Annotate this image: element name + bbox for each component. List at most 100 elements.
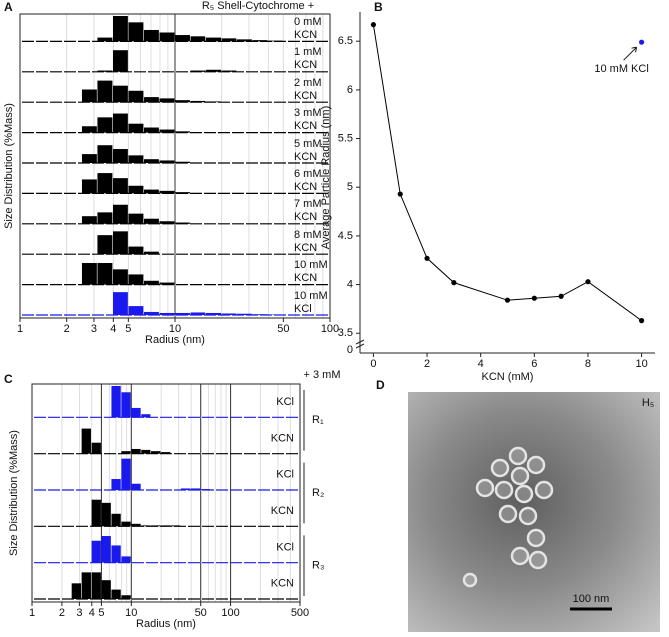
bar [236, 39, 252, 42]
bar [71, 583, 82, 599]
bar [252, 40, 268, 42]
bar [81, 263, 97, 285]
legend-label: KCN [271, 578, 294, 590]
bar [81, 154, 97, 163]
bar [121, 521, 131, 527]
bar [144, 159, 159, 163]
legend-label: KCN [271, 505, 294, 517]
point [397, 191, 403, 197]
point [451, 280, 457, 286]
y-tick-label: 0 [347, 344, 353, 356]
bar [128, 274, 144, 285]
bar [159, 312, 175, 315]
legend-label: 6 mM KCN [294, 168, 322, 193]
bar [159, 129, 175, 133]
legend-label: 10 mM KCN [294, 259, 328, 285]
bar [175, 192, 190, 194]
x-tick-label: 1 [29, 607, 35, 619]
legend-label: 7 mM KCN [294, 198, 322, 224]
point [504, 297, 511, 303]
x-tick-label: 2 [424, 358, 430, 370]
bar [97, 173, 113, 194]
bar [112, 269, 128, 285]
legend-label: KCN [271, 432, 294, 444]
bar [159, 98, 175, 103]
bar [190, 488, 201, 490]
bar [97, 212, 113, 224]
point [424, 255, 430, 261]
bar [159, 32, 175, 42]
group-label: R₁ [312, 414, 324, 426]
micrograph [408, 392, 660, 632]
bar [121, 556, 131, 563]
legend-label: 2 mM KCN [294, 76, 322, 102]
x-axis-label: Radius (nm) [136, 618, 196, 630]
bar [144, 280, 159, 285]
x-axis-label: Radius (nm) [145, 334, 205, 346]
x-tick-label: 2 [64, 323, 70, 335]
bar [81, 216, 97, 224]
bar [97, 70, 113, 72]
bar [128, 246, 144, 255]
bar [175, 222, 190, 224]
panel-label: B [374, 0, 383, 14]
y-tick-label: 4.5 [338, 230, 353, 242]
annotation-arrow [623, 46, 638, 61]
scale-bar-label: 100 nm [573, 593, 610, 605]
y-tick-label: 5 [347, 181, 353, 193]
bar [81, 89, 97, 103]
bar [141, 414, 151, 418]
bar [128, 185, 144, 194]
y-tick-label: 5.5 [338, 132, 353, 144]
legend-label: KCl [276, 469, 294, 481]
bar [128, 306, 144, 315]
bar [190, 70, 206, 72]
bar [81, 126, 97, 133]
bar [101, 502, 111, 527]
bar [141, 525, 151, 527]
bar [141, 449, 151, 454]
bar [81, 428, 91, 454]
bar [112, 113, 128, 133]
bar [175, 100, 190, 103]
legend-label: 8 mM KCN [294, 228, 322, 254]
bar [112, 16, 128, 42]
bar [91, 442, 101, 454]
bar [112, 204, 128, 224]
y-tick-label: 4 [347, 278, 353, 290]
x-tick-label: 4 [89, 607, 95, 619]
bar [236, 313, 252, 315]
bar [121, 451, 131, 454]
bar [97, 80, 113, 103]
bar [128, 213, 144, 224]
bar [144, 251, 159, 255]
bar [159, 190, 175, 194]
x-tick-label: 50 [195, 607, 207, 619]
panel-label: A [4, 0, 13, 14]
bar [97, 145, 113, 163]
bar [97, 263, 113, 285]
x-tick-label: 10 [169, 323, 181, 335]
bar [97, 37, 113, 42]
bar [121, 458, 131, 490]
bar [121, 595, 131, 599]
bar [97, 117, 113, 133]
bar [144, 29, 159, 42]
x-tick-label: 100 [221, 607, 239, 619]
bar [175, 35, 190, 42]
bar [111, 479, 121, 490]
bar [205, 69, 222, 72]
plot-frame [31, 383, 301, 603]
bar [267, 314, 283, 315]
bar [175, 131, 190, 133]
bar [128, 22, 144, 42]
x-tick-label: 6 [531, 358, 537, 370]
bar [144, 97, 159, 103]
bar [111, 545, 121, 563]
x-tick-label: 10 [125, 607, 137, 619]
bar [221, 70, 237, 72]
group-label: R₃ [312, 560, 324, 572]
bar [128, 155, 144, 163]
panel-label: D [376, 378, 385, 392]
